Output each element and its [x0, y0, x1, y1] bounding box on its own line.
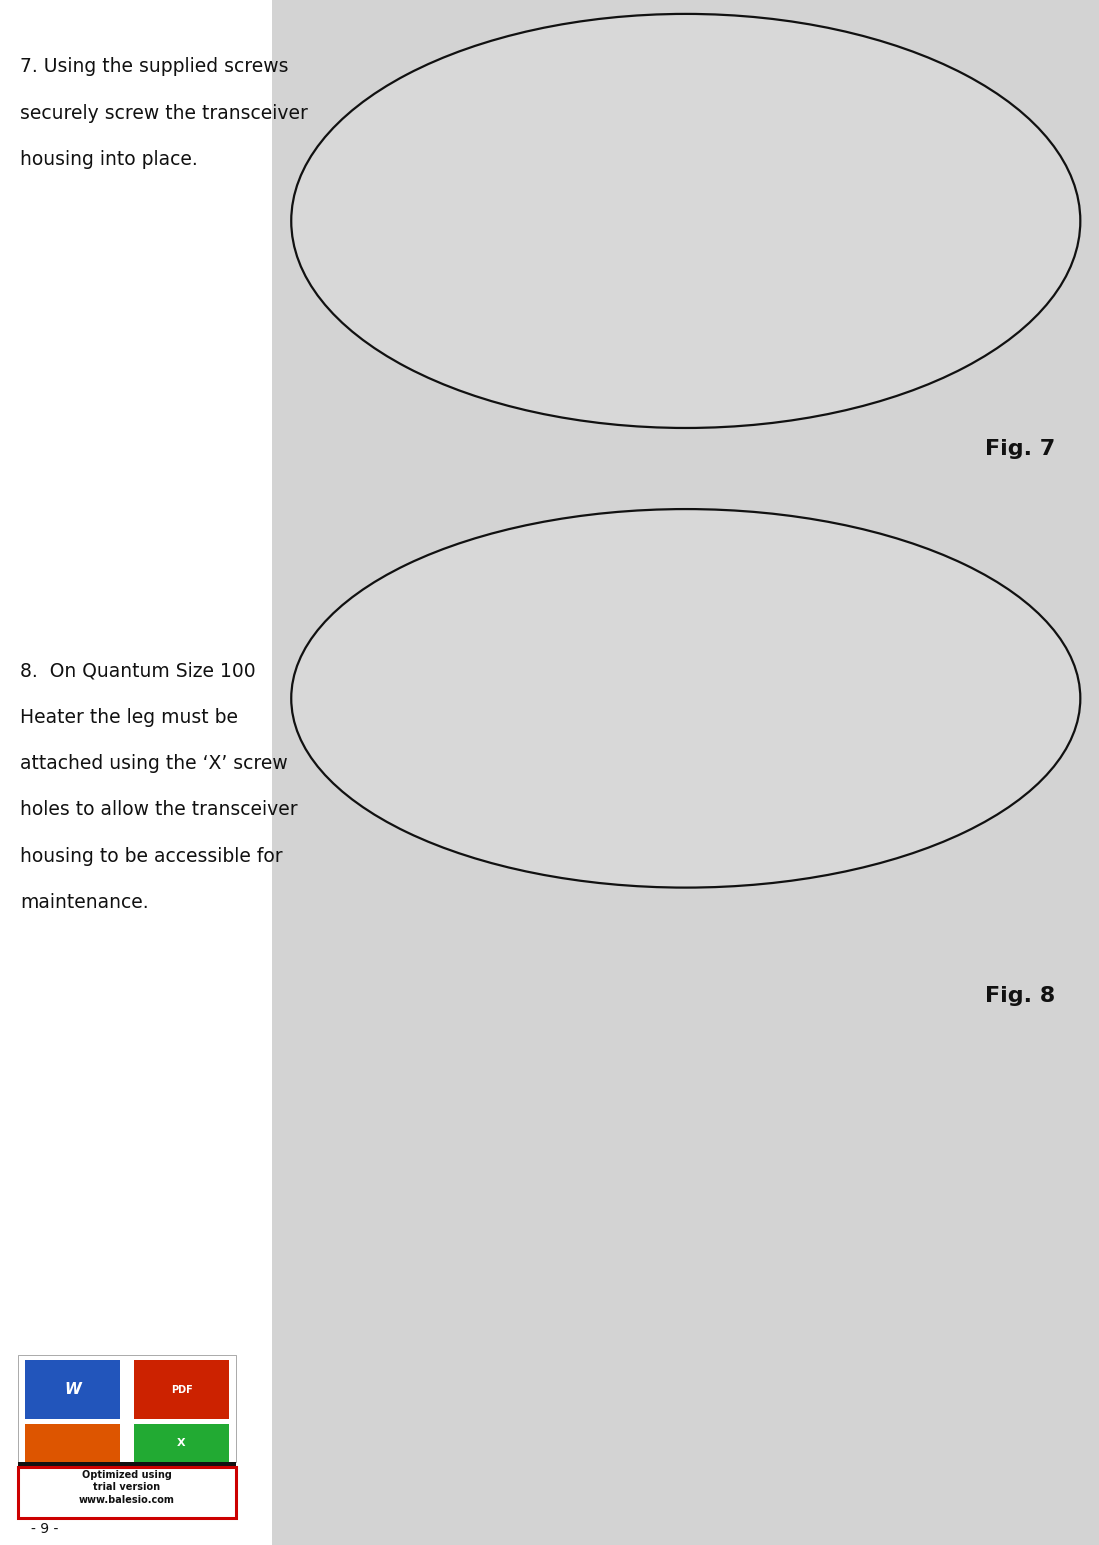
Text: securely screw the transceiver: securely screw the transceiver [20, 104, 308, 122]
Text: housing into place.: housing into place. [20, 150, 198, 168]
Text: Heater the leg must be: Heater the leg must be [20, 708, 237, 726]
Text: holes to allow the transceiver: holes to allow the transceiver [20, 800, 298, 819]
Bar [0, 0, 273, 1545]
Text: 8.  On Quantum Size 100: 8. On Quantum Size 100 [20, 661, 255, 680]
Text: PDF: PDF [170, 1384, 192, 1395]
Text: attached using the ‘X’ screw: attached using the ‘X’ screw [20, 754, 288, 772]
Bar [24, 1360, 121, 1418]
Ellipse shape [291, 14, 1080, 428]
Text: X: X [177, 1438, 186, 1448]
Text: housing to be accessible for: housing to be accessible for [20, 847, 282, 865]
Bar [134, 1360, 230, 1418]
Ellipse shape [291, 508, 1080, 887]
Bar [18, 1468, 236, 1519]
Text: - 9 -: - 9 - [31, 1522, 58, 1536]
Bar [24, 1424, 121, 1462]
Bar [273, 0, 1099, 1545]
Text: Optimized using
trial version
www.balesio.com: Optimized using trial version www.balesi… [79, 1471, 175, 1505]
Bar [134, 1424, 230, 1462]
Text: Fig. 8: Fig. 8 [985, 986, 1055, 1006]
Text: Fig. 7: Fig. 7 [985, 439, 1055, 459]
Text: maintenance.: maintenance. [20, 893, 148, 912]
Bar [18, 1355, 236, 1462]
Bar [18, 1462, 236, 1468]
Text: 7. Using the supplied screws: 7. Using the supplied screws [20, 57, 288, 76]
Text: W: W [64, 1383, 81, 1397]
